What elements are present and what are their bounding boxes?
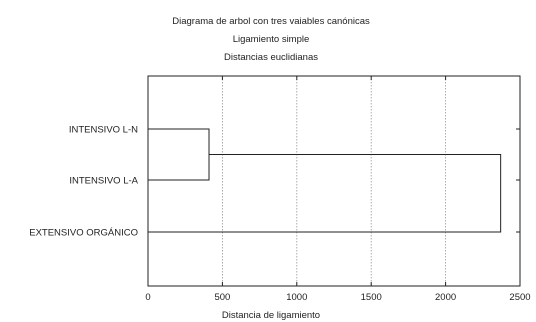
x-tick-label-500: 500 bbox=[214, 292, 230, 303]
grid-lines bbox=[221, 76, 447, 286]
x-tick-label-1000: 1000 bbox=[286, 292, 307, 303]
x-tick-label-2500: 2500 bbox=[509, 292, 530, 303]
x-axis-ticks bbox=[147, 76, 521, 286]
link-merge-1 bbox=[148, 128, 210, 181]
title-line-2: Ligamiento simple bbox=[233, 34, 310, 45]
dendrogram-links bbox=[148, 128, 502, 233]
chart-title: Diagrama de arbol con tres vaiables canó… bbox=[172, 16, 370, 63]
leaf-labels: INTENSIVO L-N INTENSIVO L-A EXTENSIVO ORGÁ… bbox=[29, 125, 138, 239]
x-axis-label: Distancia de ligamiento bbox=[222, 310, 320, 321]
x-tick-label-2000: 2000 bbox=[435, 292, 456, 303]
link-merge-2 bbox=[148, 154, 502, 233]
x-tick-label-1500: 1500 bbox=[361, 292, 382, 303]
plot-frame bbox=[147, 75, 521, 287]
leaf-label-1: INTENSIVO L-A bbox=[69, 176, 138, 187]
leaf-label-2: EXTENSIVO ORGÁNICO bbox=[29, 228, 138, 239]
leaf-label-0: INTENSIVO L-N bbox=[69, 125, 138, 136]
x-tick-label-0: 0 bbox=[145, 292, 150, 303]
title-line-3: Distancias euclidianas bbox=[224, 52, 318, 63]
x-axis-tick-labels: 0 500 1000 1500 2000 2500 bbox=[145, 292, 530, 303]
title-line-1: Diagrama de arbol con tres vaiables canó… bbox=[172, 16, 370, 27]
